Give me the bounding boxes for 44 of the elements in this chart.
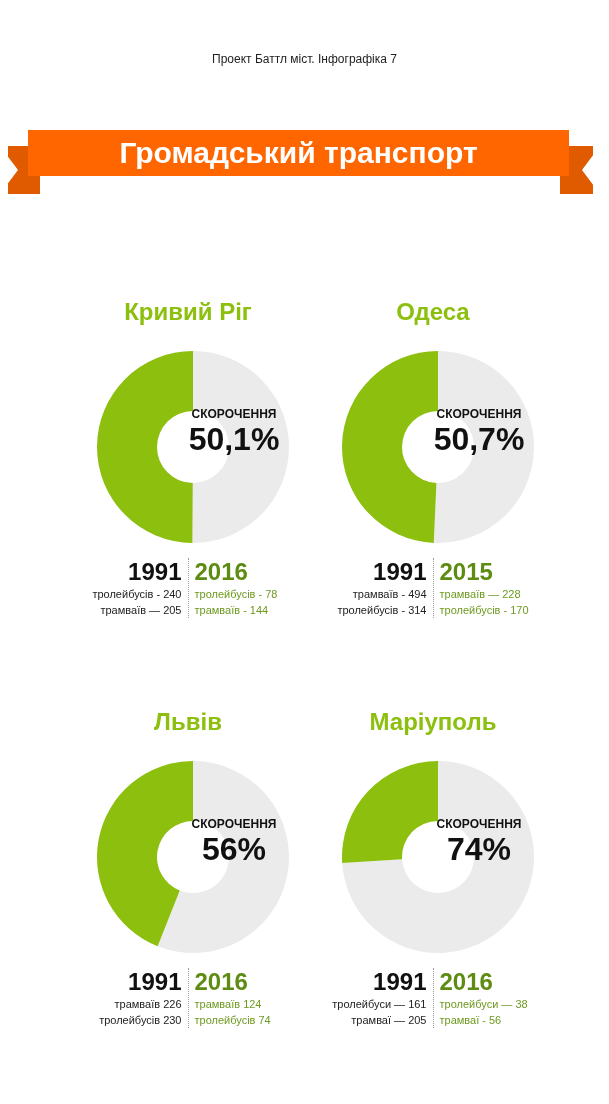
text: тролейбусів - 314 [336,603,427,618]
text: Громадський транспорт [28,130,569,176]
text: трамваїв 124 [194,997,263,1012]
data-label: 56% [200,831,267,868]
slice-label: СКОРОЧЕННЯ [435,407,523,421]
text: 2016 [439,968,494,996]
text: тролейбусів - 170 [439,603,530,618]
text: трамваїв - 494 [351,587,427,602]
text: тролейбуси — 38 [439,997,529,1012]
text: трамваїв — 205 [99,603,182,618]
slice-label: СКОРОЧЕННЯ [190,407,278,421]
slice-label: СКОРОЧЕННЯ [190,817,278,831]
text: тролейбусів - 240 [91,587,182,602]
donut-slice [342,761,534,953]
text: тролейбуси — 161 [331,997,427,1012]
text: трамваїв - 144 [194,603,270,618]
chart-title: Одеса [395,298,471,327]
slice-label: СКОРОЧЕННЯ [435,817,523,831]
text: трамваї - 56 [439,1013,503,1028]
text: 2015 [439,558,494,586]
text: трамваї — 205 [350,1013,427,1028]
text: Проект Баттл міст. Інфографіка 7 [211,52,398,66]
data-label: 50,1% [187,421,281,458]
text: 1991 [127,968,182,996]
text: трамваїв — 228 [439,587,522,602]
text: 1991 [372,558,427,586]
chart-title: Львів [153,708,223,737]
chart-title: Маріуполь [368,708,498,737]
text: 2016 [194,968,249,996]
text: 2016 [194,558,249,586]
text: трамваїв 226 [113,997,182,1012]
text: тролейбусів 230 [98,1013,182,1028]
text: тролейбусів - 78 [194,587,279,602]
text: 1991 [372,968,427,996]
donut-slice [157,761,289,953]
chart-title: Кривий Ріг [123,298,253,327]
data-label: 50,7% [432,421,526,458]
donut-slice [97,761,193,947]
text: тролейбусів 74 [194,1013,272,1028]
donut-slice [192,351,289,543]
data-label: 74% [445,831,512,868]
donut-slice [433,351,534,543]
text: 1991 [127,558,182,586]
donut-slice [342,761,438,864]
